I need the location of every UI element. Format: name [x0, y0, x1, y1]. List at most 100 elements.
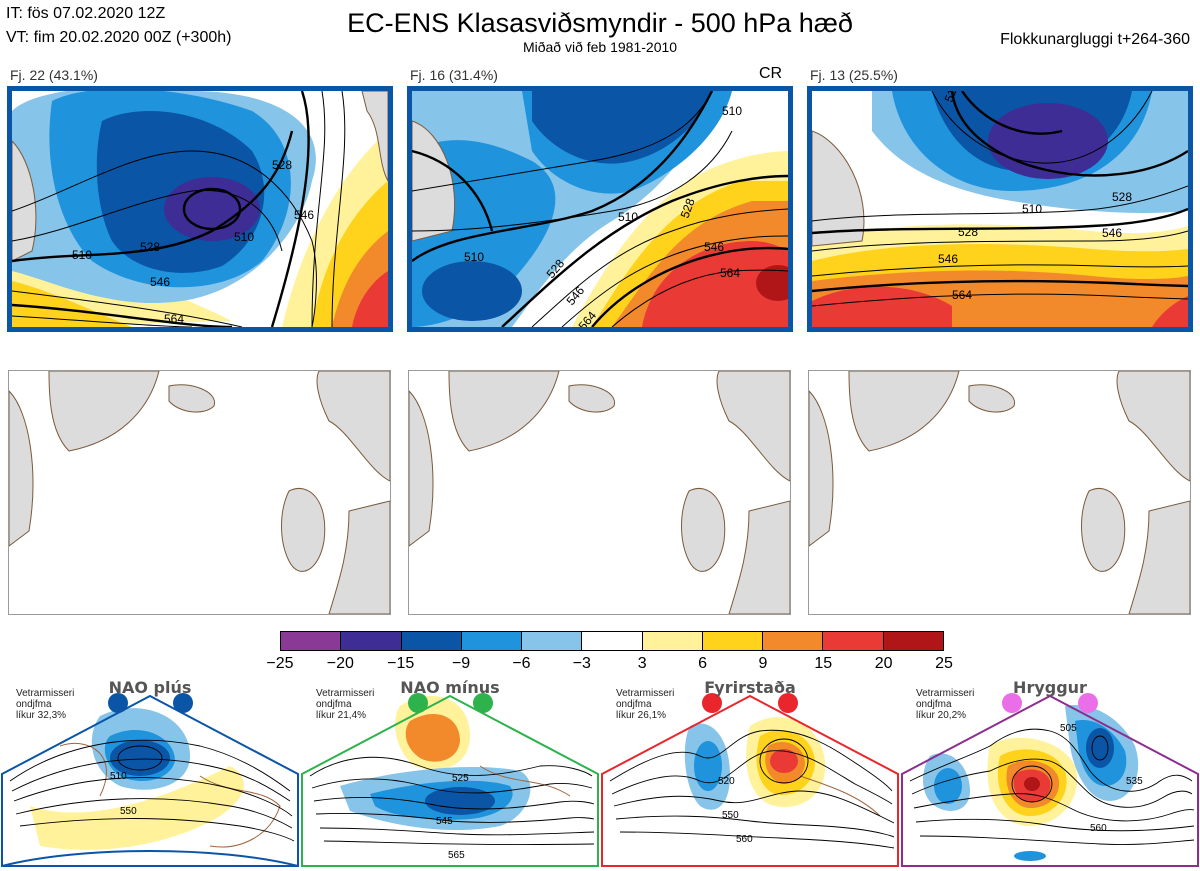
regime-dot — [473, 693, 493, 713]
contour-label: 546 — [294, 208, 314, 222]
color-scale-tick-label: −9 — [451, 655, 471, 672]
contour-label: 560 — [736, 834, 753, 845]
contour-label: 546 — [1102, 226, 1122, 240]
color-scale-swatch — [461, 632, 523, 650]
color-scale-tick-label: −20 — [326, 655, 354, 672]
color-scale-swatch — [763, 632, 824, 650]
regime-note-line: Vetrarmisseri — [916, 688, 975, 699]
panel-3-label: Fj. 13 (25.5%) — [810, 67, 898, 83]
regime-nao-plus: 510 550 NAO plús Vetrarmisseri ondjfma l… — [0, 676, 300, 871]
color-scale-tick-label: −15 — [387, 655, 415, 672]
contour-label: 582 — [1114, 326, 1134, 327]
regime-block: 520 550 560 Fyrirstaða Vetrarmisseri ond… — [600, 676, 900, 871]
color-scale-tick-label: 3 — [637, 655, 647, 672]
regime-note-line: líkur 32,3% — [16, 710, 67, 721]
regime-note-line: ondjfma — [616, 699, 652, 710]
regime-note-line: líkur 21,4% — [316, 710, 367, 721]
contour-label: 528 — [678, 196, 698, 220]
regime-dot — [1078, 693, 1098, 713]
cluster-map-3-graphic: 510 528 546 564 510 528 546 582 — [812, 91, 1188, 327]
color-scale-tick-label: 9 — [758, 655, 768, 672]
contour-label: 560 — [1090, 823, 1107, 834]
color-scale-swatch — [341, 632, 402, 650]
classification-window-label: Flokkunargluggi t+264-360 — [1000, 31, 1190, 48]
contour-label: 564 — [720, 266, 740, 280]
contour-label: 528 — [1112, 190, 1132, 204]
contour-label: 546 — [704, 240, 724, 254]
regime-title: Hryggur — [1013, 678, 1087, 697]
regime-dot — [1002, 693, 1022, 713]
cluster-map-1-graphic: 510 528 546 564 510 528 546 — [12, 91, 388, 327]
contour-label: 510 — [234, 230, 254, 244]
regime-ridge-graphic: 505 535 560 — [901, 693, 1199, 867]
color-scale-swatch — [642, 632, 703, 650]
regime-note-line: Vetrarmisseri — [316, 688, 375, 699]
contour-label: 535 — [1126, 776, 1143, 787]
color-scale-swatch — [582, 632, 643, 650]
color-scale-tick-label: 6 — [698, 655, 707, 672]
contour-label: 510 — [618, 210, 638, 224]
color-scale-tick-label: 20 — [874, 655, 893, 672]
outline-map-1 — [8, 370, 391, 615]
color-scale-tick-label: 25 — [935, 655, 953, 672]
color-scale-swatch — [883, 632, 943, 650]
regime-note: Vetrarmisseri ondjfma líkur 32,3% — [16, 688, 74, 721]
valid-time-label: VT: fim 20.02.2020 00Z (+300h) — [6, 29, 232, 46]
color-scale-tick-label: 15 — [814, 655, 833, 672]
contour-label: 546 — [938, 252, 958, 266]
contour-label: 510 — [110, 771, 127, 782]
regime-nao-minus-graphic: 525 545 565 — [301, 693, 599, 867]
contour-label: 564 — [952, 288, 972, 302]
color-scale-swatch — [522, 632, 583, 650]
color-scale-swatch — [823, 632, 884, 650]
regime-dot — [173, 693, 193, 713]
color-scale-swatch — [401, 632, 462, 650]
regime-nao-minus: 525 545 565 NAO mínus Vetrarmisseri ondj… — [300, 676, 600, 871]
contour-label: 550 — [722, 810, 739, 821]
regime-note: Vetrarmisseri ondjfma líkur 26,1% — [616, 688, 674, 721]
regime-nao-plus-graphic: 510 550 — [1, 693, 299, 867]
color-scale-bar — [280, 631, 944, 651]
contour-label: 528 — [272, 158, 292, 172]
regime-dot — [408, 693, 428, 713]
panel-2-label: Fj. 16 (31.4%) — [410, 67, 498, 83]
outline-map-2 — [408, 370, 791, 615]
regime-note: Vetrarmisseri ondjfma líkur 21,4% — [316, 688, 374, 721]
contour-label: 520 — [718, 776, 735, 787]
color-scale-swatch — [281, 632, 342, 650]
page-title: EC-ENS Klasasviðsmyndir - 500 hPa hæð — [347, 8, 853, 38]
contour-label: 546 — [150, 275, 170, 289]
cluster-map-2-graphic: 510 528 546 564 510 528 546 564 510 — [412, 91, 788, 327]
panel-2-cr-tag: CR — [759, 65, 783, 82]
outline-map-3 — [808, 370, 1191, 615]
color-scale-tick-label: −25 — [266, 655, 294, 672]
contour-label: 525 — [452, 773, 469, 784]
page-subtitle: Miðað við feb 1981-2010 — [522, 39, 678, 55]
regime-note-line: Vetrarmisseri — [16, 688, 75, 699]
contour-label: 510 — [464, 250, 484, 264]
cluster-map-2: 510 528 546 564 510 528 546 564 510 — [407, 86, 793, 332]
regime-dot — [778, 693, 798, 713]
outline-map-1-graphic — [9, 371, 390, 614]
color-scale: −25 −20 −15 −9 −6 −3 3 6 9 15 20 25 — [266, 631, 953, 672]
cluster-map-3: 510 528 546 564 510 528 546 582 — [807, 86, 1193, 332]
regime-title: NAO mínus — [400, 678, 500, 697]
regime-note-line: líkur 20,2% — [916, 710, 967, 721]
contour-label: 510 — [722, 104, 742, 118]
regime-title: Fyrirstaða — [704, 678, 796, 697]
regime-note-line: líkur 26,1% — [616, 710, 667, 721]
cluster-map-1: 510 528 546 564 510 528 546 — [7, 86, 393, 332]
contour-label: 505 — [1060, 723, 1077, 734]
contour-label: 565 — [448, 850, 465, 861]
regime-note-line: ondjfma — [916, 699, 952, 710]
outline-map-3-graphic — [809, 371, 1190, 614]
regime-title: NAO plús — [108, 678, 192, 697]
contour-label: 550 — [120, 806, 137, 817]
contour-label: 545 — [436, 816, 453, 827]
contour-label: 564 — [164, 312, 184, 326]
regime-dot — [108, 693, 128, 713]
regime-block-graphic: 520 550 560 — [601, 693, 899, 867]
regime-note: Vetrarmisseri ondjfma líkur 20,2% — [916, 688, 974, 721]
contour-label: 510 — [72, 248, 92, 262]
color-scale-tick-label: −6 — [512, 655, 531, 672]
